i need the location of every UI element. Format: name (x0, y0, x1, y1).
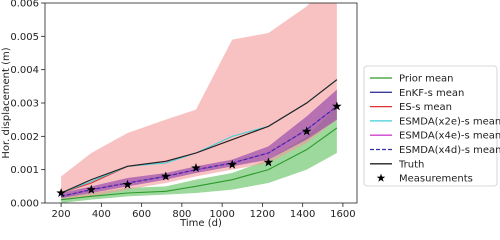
x-tick-label: 800 (172, 209, 191, 220)
uncertainty-band (61, 106, 337, 203)
series-line (60, 105, 338, 197)
y-tick-label: 0.006 (10, 0, 39, 10)
x-tick-label: 200 (52, 209, 71, 220)
x-axis-label: Time (d) (179, 218, 222, 229)
x-tick-label: 600 (132, 209, 151, 220)
y-tick-label: 0.003 (10, 99, 39, 110)
legend-label: Measurements (399, 174, 473, 185)
plot-area (56, 3, 342, 203)
y-tick-label: 0.001 (10, 165, 39, 176)
legend-label: Truth (398, 159, 424, 170)
measurement-marker (191, 163, 201, 173)
legend (363, 65, 498, 187)
measurement-marker (332, 101, 342, 111)
measurement-marker (122, 179, 133, 189)
measurement-marker (161, 171, 171, 181)
measurement-marker (263, 157, 274, 167)
chart: Time (d) Hor. displacement (m) 200 400 600… (1, 0, 500, 229)
y-tick-label: 0.005 (10, 32, 39, 43)
x-tick-label: 400 (92, 209, 111, 220)
x-tick-label: 1600 (330, 209, 355, 220)
x-tick-label: 1400 (290, 209, 315, 220)
uncertainty-band (61, 89, 337, 198)
x-tick-label: 1200 (250, 209, 275, 220)
legend-label: ESMDA(x4e)-s mean (399, 131, 500, 142)
y-tick-label: 0.000 (10, 199, 39, 210)
legend-marker (376, 173, 386, 182)
x-tick-label: 1000 (209, 209, 234, 220)
y-axis-label: Hor. displacement (m) (1, 47, 12, 158)
series-line (61, 127, 338, 201)
measurement-marker (227, 159, 237, 169)
legend-label: EnKF-s mean (399, 88, 464, 99)
legend-label: ESMDA(x4d)-s mean (399, 145, 500, 156)
y-tick-label: 0.004 (10, 65, 39, 76)
legend-label: ES-s mean (399, 102, 452, 113)
y-tick-label: 0.002 (10, 132, 39, 143)
measurement-marker (301, 126, 312, 136)
series-line (60, 79, 338, 194)
measurement-marker (86, 184, 97, 194)
legend-label: ESMDA(x2e)-s mean (399, 116, 500, 127)
measurement-marker (56, 188, 66, 198)
legend-label: Prior mean (399, 74, 454, 85)
